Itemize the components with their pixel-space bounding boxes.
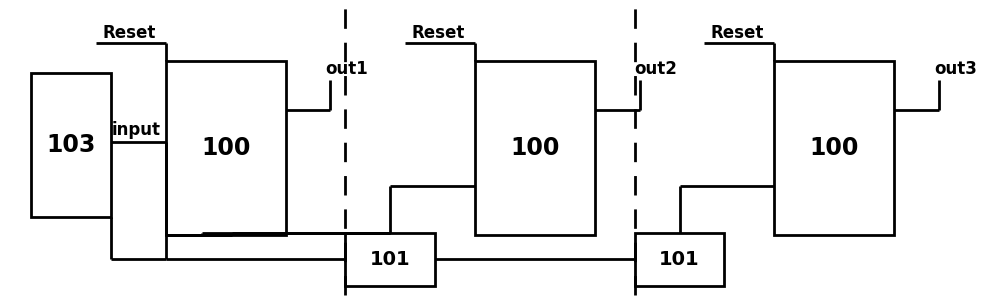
Text: input: input [112,121,161,139]
Text: Reset: Reset [711,24,764,42]
Bar [635,233,724,286]
Text: out1: out1 [325,60,368,79]
Bar [475,61,595,235]
Text: 101: 101 [370,250,411,269]
Text: 100: 100 [201,136,250,160]
Bar [31,73,111,217]
Text: 100: 100 [510,136,560,160]
Text: out3: out3 [934,60,977,79]
Text: Reset: Reset [412,24,465,42]
Bar [166,61,286,235]
Text: Reset: Reset [103,24,156,42]
Text: 100: 100 [809,136,859,160]
Bar [345,233,435,286]
Bar [774,61,894,235]
Text: 103: 103 [47,133,96,157]
Text: out2: out2 [635,60,678,79]
Text: 101: 101 [659,250,700,269]
